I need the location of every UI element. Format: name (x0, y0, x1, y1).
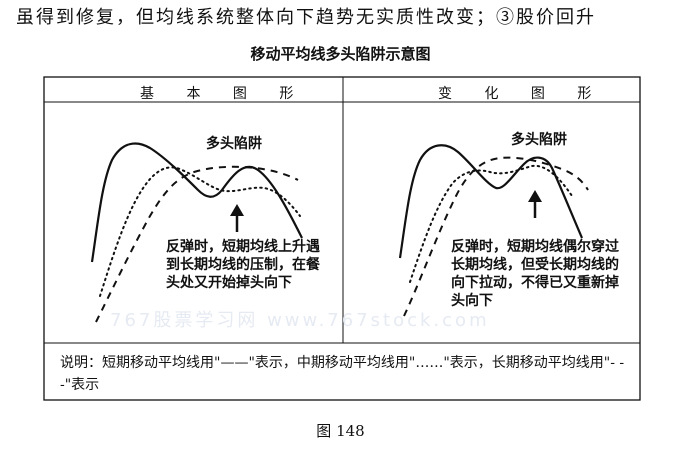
figure-title: 移动平均线多头陷阱示意图 (250, 45, 431, 63)
right-panel-chart (398, 144, 589, 317)
up-arrow-icon (528, 190, 542, 218)
long-term-ma-line (95, 165, 299, 323)
mid-term-ma-line (409, 164, 573, 283)
watermark-text: 767股票学习网 www.767stock.com (110, 310, 490, 331)
left-panel-chart (90, 142, 303, 323)
legend-note: 说明：短期移动平均线用"——"表示，中期移动平均线用"……"表示，长期移动平均线… (60, 355, 625, 393)
long-term-ma-line (403, 156, 589, 317)
body-text-line: 虽得到修复，但均线系统整体向下趋势无实质性改变；③股价回升 (16, 7, 596, 28)
short-term-ma-line (90, 142, 303, 263)
bull-trap-label: 多头陷阱 (206, 136, 262, 152)
left-column-header: 基 本 图 形 (140, 86, 308, 102)
right-annotation: 反弹时，短期均线偶尔穿过长期均线，但受长期均线的向下拉动，不得已又重新掉头向下 (451, 239, 619, 309)
up-arrow-icon (230, 204, 244, 232)
figure-caption: 图 148 (316, 422, 365, 440)
right-column-header: 变 化 图 形 (438, 86, 606, 102)
mid-term-ma-line (99, 166, 301, 297)
bull-trap-label: 多头陷阱 (511, 132, 567, 148)
left-annotation: 反弹时，短期均线上升遇到长期均线的压制，在餐头处又开始掉头向下 (166, 239, 320, 291)
short-term-ma-line (398, 144, 584, 259)
